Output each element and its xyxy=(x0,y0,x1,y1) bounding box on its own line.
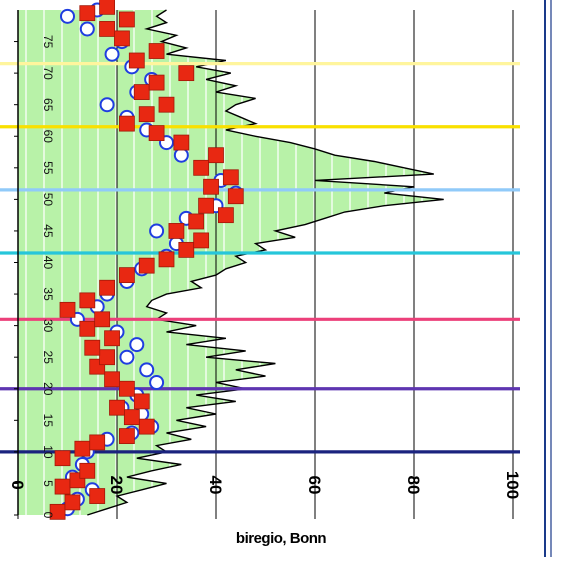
data-point-square xyxy=(54,450,71,467)
data-point-square xyxy=(99,279,115,296)
data-point-square xyxy=(99,349,115,366)
x-tick-label: 20 xyxy=(107,476,126,495)
y-tick-label: 25 xyxy=(41,351,55,365)
x-tick-label: 0 xyxy=(8,480,27,489)
data-point-square xyxy=(198,197,215,214)
data-point-circle xyxy=(173,147,189,163)
data-point-square xyxy=(64,494,81,511)
data-point-square xyxy=(193,232,210,249)
data-point-square xyxy=(114,30,130,47)
data-point-square xyxy=(99,0,115,15)
data-point-square xyxy=(148,43,165,59)
x-tick-label: 80 xyxy=(404,476,423,495)
data-point-square xyxy=(138,257,155,274)
data-point-square xyxy=(138,106,155,123)
data-point-square xyxy=(119,11,135,28)
data-point-circle xyxy=(149,223,165,239)
envelope-area xyxy=(18,10,444,515)
x-tick-label: 60 xyxy=(305,476,324,495)
data-point-circle xyxy=(79,21,95,37)
data-point-square xyxy=(208,147,224,164)
data-point-square xyxy=(173,134,190,151)
data-point-circle xyxy=(149,374,165,390)
y-tick-label: 55 xyxy=(41,161,55,175)
data-point-square xyxy=(104,371,120,388)
data-point-square xyxy=(168,223,185,239)
data-point-square xyxy=(133,393,150,410)
data-point-square xyxy=(158,96,175,113)
data-point-square xyxy=(59,301,76,318)
data-point-square xyxy=(54,478,71,495)
y-tick-label: 30 xyxy=(41,319,55,333)
data-point-square xyxy=(79,320,96,337)
y-tick-label: 20 xyxy=(41,382,55,396)
data-point-square xyxy=(148,74,165,91)
data-point-circle xyxy=(129,337,145,353)
data-point-square xyxy=(84,339,101,356)
y-tick-label: 0 xyxy=(41,512,55,519)
y-tick-label: 75 xyxy=(41,35,55,49)
data-point-square xyxy=(148,125,165,141)
data-point-square xyxy=(79,462,96,479)
y-tick-label: 15 xyxy=(41,414,55,428)
y-tick-label: 10 xyxy=(41,445,55,459)
data-point-square xyxy=(138,418,155,435)
data-point-square xyxy=(178,65,195,82)
y-tick-label: 65 xyxy=(41,98,55,112)
data-point-square xyxy=(227,188,244,205)
envelope-line xyxy=(87,9,444,516)
y-tick-label: 40 xyxy=(41,256,55,270)
x-tick-label: 100 xyxy=(503,471,522,499)
data-point-circle xyxy=(99,97,115,113)
data-point-square xyxy=(119,115,135,132)
data-point-square xyxy=(99,21,115,37)
y-tick-label: 35 xyxy=(41,287,55,301)
data-point-square xyxy=(203,178,219,195)
data-point-circle xyxy=(139,362,155,378)
data-point-square xyxy=(49,503,66,520)
data-point-square xyxy=(188,213,205,230)
data-point-square xyxy=(133,84,150,100)
data-point-square xyxy=(104,330,120,347)
data-point-square xyxy=(119,267,135,284)
y-tick-label: 50 xyxy=(41,193,55,207)
data-point-square xyxy=(128,52,145,69)
data-point-square xyxy=(109,399,125,416)
data-point-circle xyxy=(104,46,120,62)
data-point-square xyxy=(79,292,96,309)
data-point-square xyxy=(89,488,106,504)
y-tick-label: 5 xyxy=(41,480,55,487)
data-point-square xyxy=(74,440,91,457)
data-point-square xyxy=(217,207,234,224)
data-point-square xyxy=(123,409,140,426)
data-point-circle xyxy=(119,349,135,365)
x-axis-title: biregio, Bonn xyxy=(235,530,327,547)
data-point-square xyxy=(79,5,96,22)
y-tick-label: 60 xyxy=(41,130,55,144)
data-point-square xyxy=(89,434,106,451)
data-point-square xyxy=(178,241,195,258)
data-point-square xyxy=(119,428,135,444)
data-point-square xyxy=(158,251,175,268)
data-point-square xyxy=(94,311,111,328)
x-tick-label: 40 xyxy=(206,476,225,495)
data-point-circle xyxy=(60,8,75,24)
data-point-square xyxy=(193,159,210,176)
data-point-square xyxy=(119,380,135,397)
y-tick-label: 70 xyxy=(41,66,55,80)
y-tick-label: 45 xyxy=(41,224,55,238)
data-point-square xyxy=(222,169,239,186)
